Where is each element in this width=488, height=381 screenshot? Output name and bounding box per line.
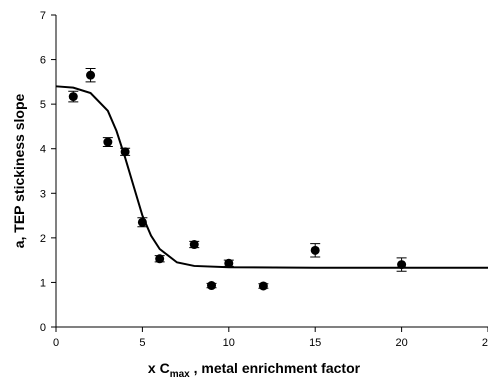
- y-tick-label: 6: [40, 55, 46, 67]
- y-tick-label: 4: [40, 144, 46, 156]
- data-point: [103, 137, 113, 147]
- y-tick-label: 7: [40, 10, 46, 22]
- data-point: [120, 147, 130, 157]
- x-tick-label: 10: [223, 337, 235, 349]
- data-point: [207, 281, 217, 291]
- data-point: [86, 70, 96, 80]
- y-tick-label: 2: [40, 233, 46, 245]
- data-point: [310, 245, 320, 255]
- x-tick-label: 15: [309, 337, 321, 349]
- x-title-part: , metal enrichment factor: [190, 360, 361, 376]
- data-point: [224, 258, 234, 268]
- y-axis-title: a, TEP stickiness slope: [11, 93, 27, 248]
- x-axis-title: x Cmax , metal enrichment factor: [148, 360, 361, 380]
- y-tick-label: 3: [40, 188, 46, 200]
- x-tick-label: 0: [53, 337, 59, 349]
- x-title-subscript: max: [170, 369, 190, 380]
- x-title-part: x C: [148, 360, 170, 376]
- fit-curve: [55, 85, 488, 269]
- y-tick-label: 0: [40, 322, 46, 334]
- x-tick-label: 20: [395, 337, 407, 349]
- y-tick-label: 5: [40, 99, 46, 111]
- x-tick-label: 25: [482, 337, 488, 349]
- data-point: [258, 281, 268, 291]
- data-point: [189, 240, 199, 250]
- data-point: [68, 92, 78, 102]
- y-tick-label: 1: [40, 277, 46, 289]
- data-point: [137, 217, 147, 227]
- data-point: [155, 254, 165, 264]
- x-tick-label: 5: [139, 337, 145, 349]
- data-point: [397, 260, 407, 270]
